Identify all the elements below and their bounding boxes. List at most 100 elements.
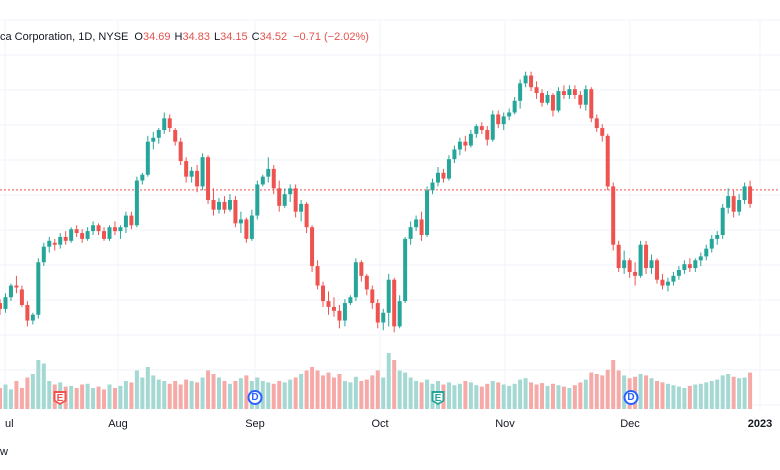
candle-up[interactable]	[408, 227, 413, 239]
candle-up[interactable]	[30, 314, 35, 321]
candle-up[interactable]	[386, 279, 391, 313]
candle-down[interactable]	[0, 303, 2, 309]
candle-up[interactable]	[545, 95, 550, 103]
candle-down[interactable]	[271, 168, 276, 189]
candle-down[interactable]	[644, 244, 649, 269]
candle-down[interactable]	[441, 172, 446, 179]
candle-down[interactable]	[331, 306, 336, 311]
candle-up[interactable]	[140, 174, 145, 181]
candle-up[interactable]	[523, 75, 528, 84]
candle-down[interactable]	[222, 201, 227, 210]
candle-up[interactable]	[107, 227, 112, 239]
candle-up[interactable]	[737, 200, 742, 212]
candle-up[interactable]	[151, 137, 156, 142]
candle-up[interactable]	[41, 246, 46, 263]
candle-up[interactable]	[698, 256, 703, 261]
dividend-marker[interactable]: D	[623, 390, 639, 405]
candle-up[interactable]	[36, 262, 41, 315]
candle-down[interactable]	[572, 89, 577, 95]
candle-up[interactable]	[414, 219, 419, 228]
candle-down[interactable]	[80, 233, 85, 239]
candle-up[interactable]	[299, 203, 304, 212]
candle-down[interactable]	[14, 285, 19, 288]
candle-up[interactable]	[742, 186, 747, 200]
candle-down[interactable]	[578, 95, 583, 105]
candle-up[interactable]	[682, 264, 687, 270]
candle-down[interactable]	[96, 225, 101, 232]
candle-down[interactable]	[529, 75, 534, 88]
candle-up[interactable]	[69, 229, 74, 241]
candle-down[interactable]	[616, 244, 621, 269]
candle-up[interactable]	[397, 301, 402, 327]
candle-up[interactable]	[145, 141, 150, 175]
candle-down[interactable]	[496, 114, 501, 125]
candle-up[interactable]	[425, 190, 430, 235]
candle-down[interactable]	[173, 130, 178, 142]
candle-up[interactable]	[507, 112, 512, 117]
candle-down[interactable]	[534, 87, 539, 94]
candle-up[interactable]	[649, 260, 654, 269]
candle-down[interactable]	[600, 128, 605, 136]
candle-down[interactable]	[655, 260, 659, 280]
candle-down[interactable]	[337, 310, 342, 321]
candle-down[interactable]	[244, 219, 249, 239]
candle-up[interactable]	[583, 89, 588, 105]
candle-up[interactable]	[468, 133, 473, 146]
candle-up[interactable]	[622, 260, 627, 269]
candle-down[interactable]	[540, 93, 545, 103]
candle-down[interactable]	[748, 186, 753, 204]
earnings-marker[interactable]: E	[431, 391, 445, 405]
candle-up[interactable]	[227, 200, 232, 210]
candle-down[interactable]	[375, 303, 380, 323]
candle-down[interactable]	[63, 236, 68, 241]
candle-up[interactable]	[446, 159, 451, 179]
dividend-marker[interactable]: D	[247, 390, 263, 405]
candle-up[interactable]	[238, 219, 243, 224]
candle-down[interactable]	[233, 200, 238, 224]
candle-up[interactable]	[353, 262, 358, 298]
candle-up[interactable]	[91, 225, 96, 232]
candle-up[interactable]	[217, 201, 221, 210]
candle-up[interactable]	[715, 235, 720, 239]
candle-down[interactable]	[178, 141, 183, 162]
candle-up[interactable]	[282, 194, 287, 206]
candle-up[interactable]	[693, 260, 698, 269]
candle-up[interactable]	[518, 83, 523, 101]
candle-down[interactable]	[315, 266, 320, 286]
candle-up[interactable]	[430, 182, 435, 191]
candle-down[interactable]	[52, 242, 57, 245]
candle-up[interactable]	[200, 157, 205, 187]
candle-up[interactable]	[490, 114, 495, 140]
candle-down[interactable]	[485, 130, 490, 140]
candle-up[interactable]	[638, 244, 643, 276]
candle-down[interactable]	[167, 118, 172, 129]
candle-up[interactable]	[58, 236, 63, 245]
candle-down[interactable]	[561, 91, 566, 95]
candle-up[interactable]	[288, 188, 293, 195]
candle-up[interactable]	[260, 176, 265, 185]
candle-up[interactable]	[85, 231, 90, 239]
candle-down[interactable]	[184, 161, 189, 177]
candle-up[interactable]	[381, 312, 386, 323]
candle-up[interactable]	[403, 238, 408, 302]
candle-down[interactable]	[277, 188, 282, 206]
candle-up[interactable]	[156, 130, 161, 138]
candle-down[interactable]	[195, 170, 200, 187]
candle-down[interactable]	[550, 95, 555, 111]
candle-up[interactable]	[665, 281, 670, 286]
candle-down[interactable]	[326, 301, 331, 307]
candle-up[interactable]	[567, 89, 572, 95]
candle-down[interactable]	[74, 229, 79, 234]
candle-up[interactable]	[123, 215, 128, 228]
candle-up[interactable]	[452, 149, 457, 160]
candle-down[interactable]	[304, 203, 309, 228]
candle-up[interactable]	[249, 215, 254, 239]
candle-down[interactable]	[463, 141, 468, 146]
candle-down[interactable]	[419, 219, 424, 235]
candle-down[interactable]	[359, 262, 364, 276]
candle-up[interactable]	[47, 240, 52, 247]
candle-down[interactable]	[731, 196, 736, 212]
candle-down[interactable]	[310, 227, 315, 267]
